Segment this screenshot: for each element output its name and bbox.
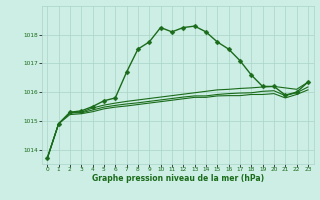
X-axis label: Graphe pression niveau de la mer (hPa): Graphe pression niveau de la mer (hPa)	[92, 174, 264, 183]
